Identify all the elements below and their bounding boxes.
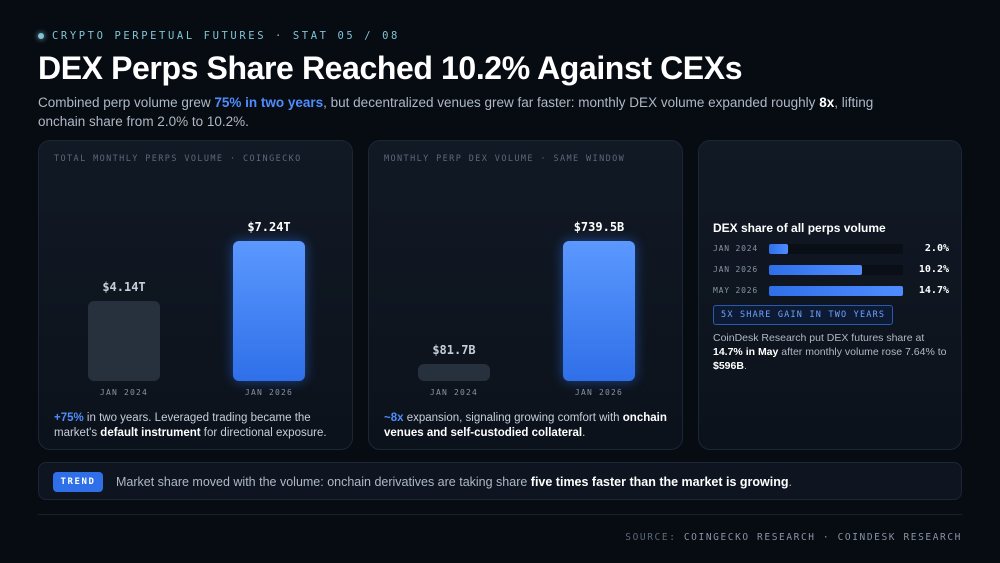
share-row: JAN 2024 2.0% xyxy=(713,243,949,255)
note-bold: default instrument xyxy=(100,427,201,439)
note-highlight: ~8x xyxy=(384,412,404,424)
note-bold: $596B xyxy=(713,360,744,372)
subtitle-highlight: 75% in two years xyxy=(214,95,324,110)
eyebrow: CRYPTO PERPETUAL FUTURES · STAT 05 / 08 xyxy=(38,30,400,42)
data-label: $4.14T xyxy=(102,280,145,294)
note-bold: onchain venues and self-custodied collat… xyxy=(384,412,667,439)
page-title: DEX Perps Share Reached 10.2% Against CE… xyxy=(38,50,743,86)
panel-label: TOTAL MONTHLY PERPS VOLUME · COINGECKO xyxy=(54,154,302,164)
note-text: . xyxy=(582,427,586,439)
tick-label: JAN 2024 xyxy=(100,388,148,397)
page-subtitle: Combined perp volume grew 75% in two yea… xyxy=(38,93,918,131)
subtitle-text: , but decentralized venues grew far fast… xyxy=(323,95,820,110)
share-row-value: 2.0% xyxy=(924,243,949,254)
subtitle-text: , lifting onchain share from 2.0% to 10.… xyxy=(38,95,874,129)
source-key: SOURCE: xyxy=(625,532,677,543)
note-text: for directional exposure. xyxy=(200,427,327,439)
note-text: expansion, signaling growing comfort wit… xyxy=(403,412,623,424)
bar-jan-2026 xyxy=(563,241,635,381)
panel-note: ~8x expansion, signaling growing comfort… xyxy=(384,411,674,441)
trend-text: Market share moved with the volume: onch… xyxy=(116,475,792,489)
share-row-label: MAY 2026 xyxy=(713,286,758,295)
dex-volume-chart: $81.7B JAN 2024 $739.5B JAN 2026 xyxy=(418,220,635,397)
note-text: in two years. Leveraged trading became t… xyxy=(54,412,311,439)
trend-tag: TREND xyxy=(53,472,103,492)
share-row-value: 14.7% xyxy=(918,285,949,296)
tick-label: JAN 2024 xyxy=(430,388,478,397)
share-bar-track xyxy=(769,244,903,254)
trend-banner: TREND Market share moved with the volume… xyxy=(38,462,962,500)
data-label: $81.7B xyxy=(432,343,475,357)
share-chart-title: DEX share of all perps volume xyxy=(713,221,886,235)
panel-note: +75% in two years. Leveraged trading bec… xyxy=(54,411,344,441)
note-text: CoinDesk Research put DEX futures share … xyxy=(713,332,925,344)
bar-jan-2024 xyxy=(88,300,160,381)
share-gain-badge: 5X SHARE GAIN IN TWO YEARS xyxy=(713,305,894,325)
note-text: . xyxy=(743,360,747,372)
subtitle-text: Combined perp volume grew xyxy=(38,95,215,110)
total-volume-chart: $4.14T JAN 2024 $7.24T JAN 2026 xyxy=(88,220,305,397)
bar-jan-2026 xyxy=(233,241,305,381)
share-bar-fill xyxy=(769,286,903,296)
dex-share-panel: DEX share of all perps volume JAN 2024 2.… xyxy=(698,140,962,450)
source-value: COINGECKO RESEARCH · COINDESK RESEARCH xyxy=(683,532,962,543)
data-label: $7.24T xyxy=(247,220,290,234)
note-highlight: +75% xyxy=(54,412,84,424)
status-dot-icon xyxy=(38,33,44,39)
total-volume-panel: TOTAL MONTHLY PERPS VOLUME · COINGECKO $… xyxy=(38,140,353,450)
tick-label: JAN 2026 xyxy=(245,388,293,397)
trend-text-part: Market share moved with the volume: onch… xyxy=(116,475,531,489)
trend-bold: five times faster than the market is gro… xyxy=(530,475,789,489)
share-bar-track xyxy=(769,265,903,275)
subtitle-bold: 8x xyxy=(819,95,835,110)
share-bar-fill xyxy=(769,244,788,254)
eyebrow-text: CRYPTO PERPETUAL FUTURES · STAT 05 / 08 xyxy=(52,30,400,42)
share-row-label: JAN 2026 xyxy=(713,265,758,274)
share-row-value: 10.2% xyxy=(918,264,949,275)
share-row: MAY 2026 14.7% xyxy=(713,285,949,297)
source-line: SOURCE: COINGECKO RESEARCH · COINDESK RE… xyxy=(625,532,962,543)
trend-text-part: . xyxy=(788,475,792,489)
note-bold: 14.7% in May xyxy=(713,346,779,358)
bar-jan-2024 xyxy=(418,364,490,381)
share-bar-track xyxy=(769,286,903,296)
note-text: after monthly volume rose 7.64% to xyxy=(778,346,947,358)
share-note: CoinDesk Research put DEX futures share … xyxy=(713,331,953,373)
panel-label: MONTHLY PERP DEX VOLUME · SAME WINDOW xyxy=(384,154,626,164)
footer-divider xyxy=(38,514,962,515)
data-label: $739.5B xyxy=(574,220,625,234)
share-row: JAN 2026 10.2% xyxy=(713,264,949,276)
share-bar-fill xyxy=(769,265,862,275)
tick-label: JAN 2026 xyxy=(575,388,623,397)
share-row-label: JAN 2024 xyxy=(713,244,758,253)
dex-volume-panel: MONTHLY PERP DEX VOLUME · SAME WINDOW $8… xyxy=(368,140,683,450)
